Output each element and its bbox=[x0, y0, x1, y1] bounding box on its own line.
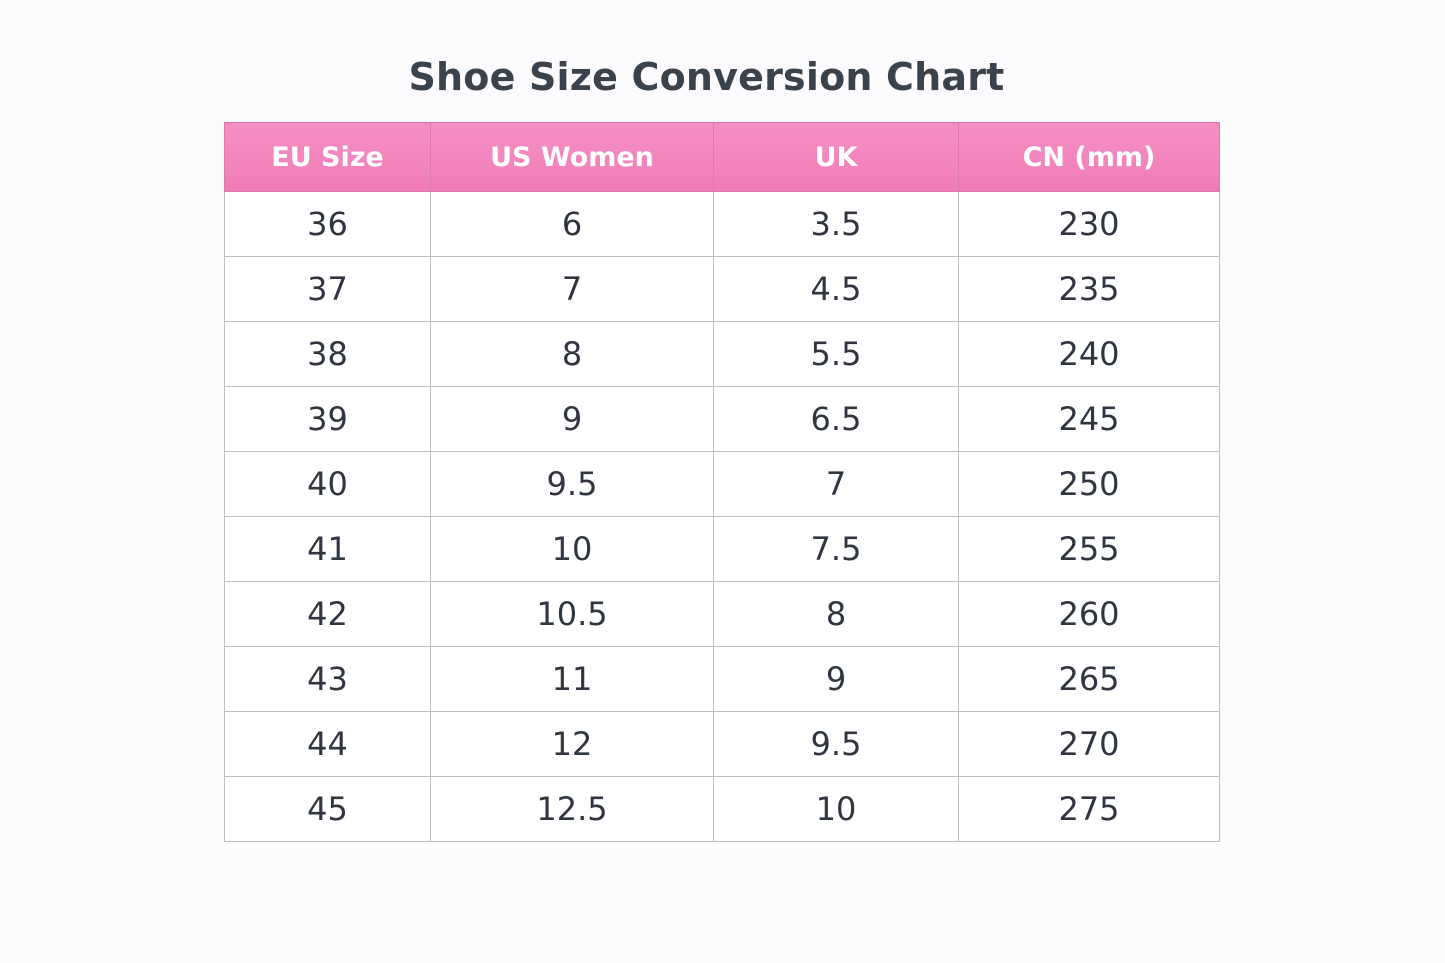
table-row: 37 7 4.5 235 bbox=[224, 256, 1220, 322]
cell-cn-mm: 275 bbox=[958, 776, 1220, 842]
table-row: 45 12.5 10 275 bbox=[224, 776, 1220, 842]
header-cn-mm: CN (mm) bbox=[958, 122, 1220, 192]
cell-eu-size: 36 bbox=[224, 191, 431, 257]
table-row: 44 12 9.5 270 bbox=[224, 711, 1220, 777]
cell-us-women: 9 bbox=[430, 386, 714, 452]
cell-cn-mm: 260 bbox=[958, 581, 1220, 647]
table-row: 42 10.5 8 260 bbox=[224, 581, 1220, 647]
cell-uk: 7.5 bbox=[713, 516, 959, 582]
cell-us-women: 8 bbox=[430, 321, 714, 387]
cell-uk: 5.5 bbox=[713, 321, 959, 387]
table-header-row: EU Size US Women UK CN (mm) bbox=[224, 122, 1220, 192]
table-row: 38 8 5.5 240 bbox=[224, 321, 1220, 387]
cell-uk: 8 bbox=[713, 581, 959, 647]
chart-title-text: Shoe Size Conversion Chart bbox=[408, 55, 1005, 99]
header-us-women: US Women bbox=[430, 122, 714, 192]
cell-uk: 4.5 bbox=[713, 256, 959, 322]
cell-uk: 7 bbox=[713, 451, 959, 517]
cell-eu-size: 44 bbox=[224, 711, 431, 777]
table-row: 41 10 7.5 255 bbox=[224, 516, 1220, 582]
cell-uk: 9.5 bbox=[713, 711, 959, 777]
cell-cn-mm: 230 bbox=[958, 191, 1220, 257]
cell-us-women: 12 bbox=[430, 711, 714, 777]
cell-cn-mm: 245 bbox=[958, 386, 1220, 452]
cell-cn-mm: 240 bbox=[958, 321, 1220, 387]
cell-eu-size: 37 bbox=[224, 256, 431, 322]
cell-us-women: 12.5 bbox=[430, 776, 714, 842]
cell-cn-mm: 235 bbox=[958, 256, 1220, 322]
table-row: 39 9 6.5 245 bbox=[224, 386, 1220, 452]
cell-us-women: 9.5 bbox=[430, 451, 714, 517]
cell-uk: 6.5 bbox=[713, 386, 959, 452]
cell-uk: 10 bbox=[713, 776, 959, 842]
cell-eu-size: 45 bbox=[224, 776, 431, 842]
cell-us-women: 10 bbox=[430, 516, 714, 582]
cell-eu-size: 41 bbox=[224, 516, 431, 582]
table-row: 43 11 9 265 bbox=[224, 646, 1220, 712]
cell-uk: 3.5 bbox=[713, 191, 959, 257]
header-uk: UK bbox=[713, 122, 959, 192]
cell-eu-size: 38 bbox=[224, 321, 431, 387]
cell-cn-mm: 255 bbox=[958, 516, 1220, 582]
cell-cn-mm: 270 bbox=[958, 711, 1220, 777]
cell-us-women: 10.5 bbox=[430, 581, 714, 647]
cell-us-women: 11 bbox=[430, 646, 714, 712]
cell-uk: 9 bbox=[713, 646, 959, 712]
cell-eu-size: 43 bbox=[224, 646, 431, 712]
cell-eu-size: 40 bbox=[224, 451, 431, 517]
table-row: 36 6 3.5 230 bbox=[224, 191, 1220, 257]
header-eu-size: EU Size bbox=[224, 122, 431, 192]
size-conversion-table: EU Size US Women UK CN (mm) 36 6 3.5 230… bbox=[224, 122, 1220, 842]
cell-cn-mm: 265 bbox=[958, 646, 1220, 712]
cell-eu-size: 42 bbox=[224, 581, 431, 647]
cell-cn-mm: 250 bbox=[958, 451, 1220, 517]
cell-us-women: 7 bbox=[430, 256, 714, 322]
cell-eu-size: 39 bbox=[224, 386, 431, 452]
table-row: 40 9.5 7 250 bbox=[224, 451, 1220, 517]
chart-title: Shoe Size Conversion Chart bbox=[224, 55, 1219, 99]
cell-us-women: 6 bbox=[430, 191, 714, 257]
